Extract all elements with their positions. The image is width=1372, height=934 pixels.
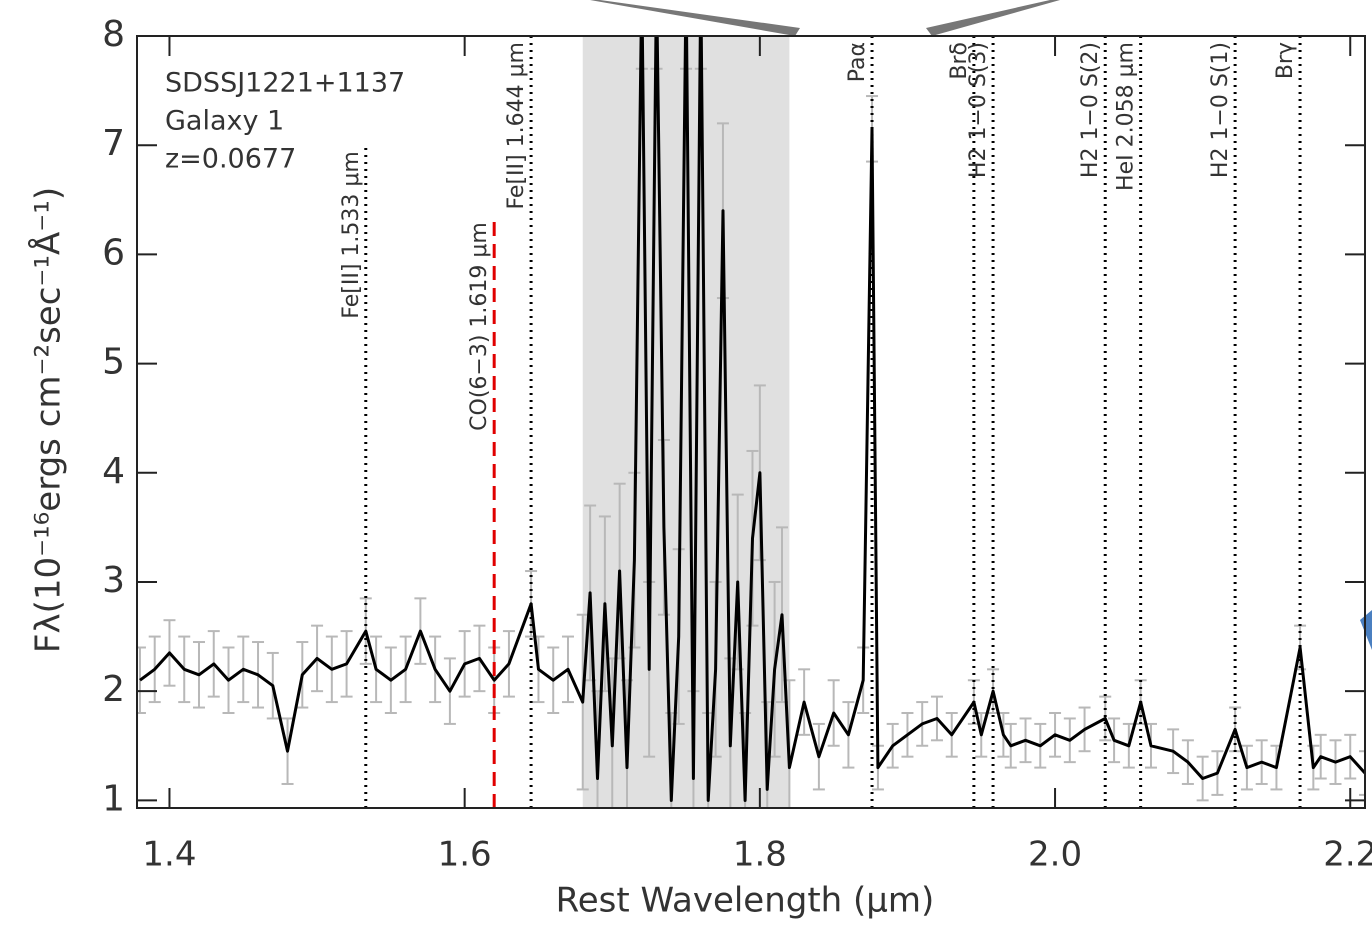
plot-frame [136,35,1366,809]
shaded-region [582,36,790,808]
x-axis-label: Rest Wavelength (μm) [556,881,935,921]
error-bar [1359,750,1365,796]
line-label: HeI 2.058 μm [1114,42,1139,191]
spectrum-line [139,36,1365,802]
line-label: H2 1−0 S(3) [966,42,991,178]
x-tick-label: 1.6 [438,835,492,875]
x-tick-label: 2.2 [1323,835,1372,875]
y-axis-label: Fλ(10⁻¹⁶ergs cm⁻²sec⁻¹Å⁻¹) [28,187,69,653]
x-tick-label: 1.8 [733,835,787,875]
x-tick-label: 2.0 [1028,835,1082,875]
line-label: H2 1−0 S(2) [1078,42,1103,178]
line-label: CO(6−3) 1.619 μm [467,222,492,431]
y-tick-label: 6 [102,232,125,273]
y-tick-label: 5 [102,342,125,383]
annotation: z=0.0677 [165,144,296,175]
line-label: Brγ [1273,42,1298,79]
y-tick-label: 4 [102,451,125,492]
line-label: Brδ [947,42,972,80]
y-tick-label: 7 [102,123,125,164]
y-tick-label: 1 [102,778,125,819]
y-tick-label: 2 [102,669,125,710]
x-tick-label: 1.4 [142,835,196,875]
line-label: Fe[II] 1.644 μm [504,42,529,210]
annotation: SDSSJ1221+1137 [165,68,405,99]
line-label: Fe[II] 1.533 μm [339,151,364,319]
annotation: Galaxy 1 [165,106,284,137]
line-label: Paα [845,42,870,82]
error-bar [137,646,146,715]
y-tick-label: 3 [102,560,125,601]
y-tick-label: 8 [102,14,125,55]
line-label: H2 1−0 S(1) [1208,42,1233,178]
